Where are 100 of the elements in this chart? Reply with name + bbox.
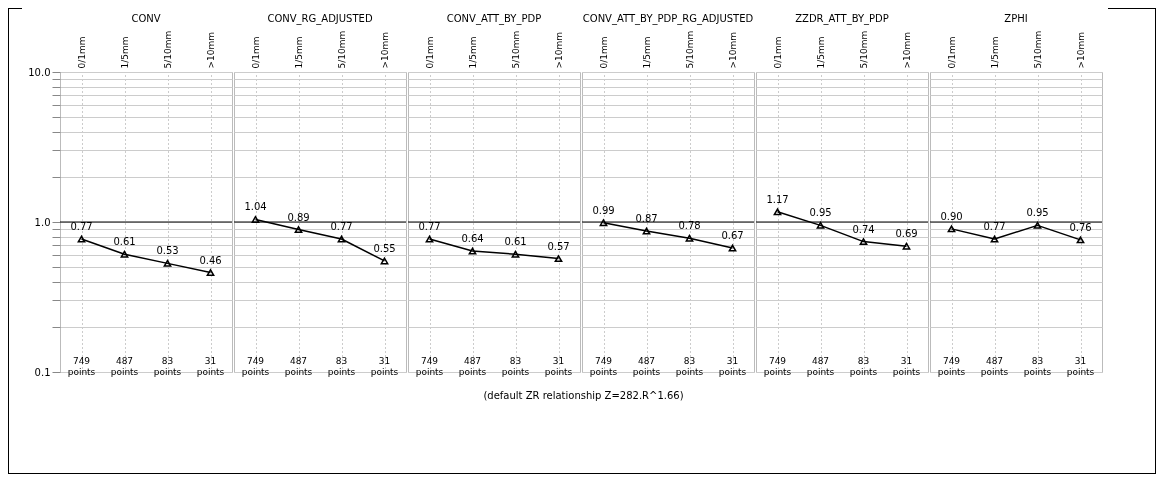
point [728,244,737,252]
text: 1.04 [244,201,267,213]
chart-title: CONV_ATT_BY_PDP_RG_ADJUSTED [582,13,754,26]
chart-title: CONV [131,13,161,25]
text: 0.57 [547,240,570,252]
point [511,250,520,258]
point [816,221,825,229]
x-tick-label: 5/10mm [511,30,521,69]
text: 0.90 [940,210,963,222]
x-tick-label: 5/10mm [1033,30,1043,69]
x-tick-label: 1/5mm [294,36,304,69]
point [1076,236,1085,244]
annotation: 83 points [675,356,704,377]
text: 0.77 [983,221,1006,233]
annotation: 749 points [241,356,270,377]
annotation: 83 points [1023,356,1052,377]
text: 0.53 [156,245,179,257]
chart-title: ZPHI [1004,13,1028,25]
point [1033,221,1042,229]
annotation: 749 points [763,356,792,377]
annotation: 749 points [415,356,444,377]
y-tick-label: 0.1 [34,366,51,378]
text: 0.99 [592,204,615,216]
text: 0.61 [504,236,527,248]
x-tick-label: 0/1mm [599,36,609,69]
point [902,242,911,250]
point [642,227,651,235]
point [990,235,999,243]
x-tick-label: >10mm [380,31,390,69]
x-tick-label: >10mm [902,31,912,69]
point [859,238,868,246]
x-tick-label: 0/1mm [425,36,435,69]
x-tick-label: 5/10mm [685,30,695,69]
point [251,215,260,223]
text: 0.64 [461,233,484,245]
x-tick-label: 0/1mm [773,36,783,69]
x-tick-label: 1/5mm [468,36,478,69]
point [120,250,129,258]
point [554,255,563,263]
annotation: 487 points [806,356,835,377]
x-tick-label: >10mm [1076,31,1086,69]
x-tick-label: 5/10mm [163,30,173,69]
x-tick-label: 5/10mm [337,30,347,69]
text: 0.61 [113,236,136,248]
annotation: 31 points [196,356,225,377]
annotation: 83 points [501,356,530,377]
text: 0.74 [852,223,875,235]
annotation: 487 points [980,356,1009,377]
annotation: 749 points [67,356,96,377]
point [294,226,303,234]
text: 0.89 [287,211,310,223]
text: 0.77 [70,221,93,233]
text: 0.67 [721,230,744,242]
x-tick-label: 1/5mm [816,36,826,69]
point [380,257,389,265]
x-tick-label: 0/1mm [947,36,957,69]
text: 0.69 [895,228,918,240]
point [337,235,346,243]
annotation: 83 points [849,356,878,377]
x-tick-label: 0/1mm [77,36,87,69]
annotation: 31 points [1066,356,1095,377]
text: 0.76 [1069,221,1092,233]
annotation: 487 points [284,356,313,377]
point [773,208,782,216]
y-tick-label: 1.0 [34,216,51,228]
annotation: 31 points [370,356,399,377]
text: 0.77 [418,221,441,233]
chart-title: CONV_ATT_BY_PDP [446,13,542,26]
text: (default ZR relationship Z=282.R^1.66) [482,390,685,401]
point [77,235,86,243]
y-tick-label: 10.0 [28,66,51,78]
annotation: 487 points [458,356,487,377]
text: 0.87 [635,213,658,225]
annotation: 31 points [544,356,573,377]
annotation: 31 points [718,356,747,377]
text: 0.95 [809,207,832,219]
annotation: 749 points [589,356,618,377]
text: 1.17 [766,193,789,205]
chart-title: ZZDR_ATT_BY_PDP [795,13,889,26]
annotation: 31 points [892,356,921,377]
text: 0.46 [199,254,222,266]
annotation: 487 points [632,356,661,377]
text: 0.55 [373,242,396,254]
x-tick-label: >10mm [554,31,564,69]
point [163,259,172,267]
annotation: 83 points [327,356,356,377]
chart-title: CONV_RG_ADJUSTED [267,13,373,26]
x-tick-label: >10mm [728,31,738,69]
point [425,235,434,243]
point [599,219,608,227]
point [206,269,215,277]
text: 0.95 [1026,207,1049,219]
point [947,225,956,233]
x-tick-label: 1/5mm [120,36,130,69]
point [685,234,694,242]
annotation: 749 points [937,356,966,377]
x-tick-label: 0/1mm [251,36,261,69]
text: 0.77 [330,221,353,233]
annotation: 83 points [153,356,182,377]
x-tick-label: 1/5mm [642,36,652,69]
